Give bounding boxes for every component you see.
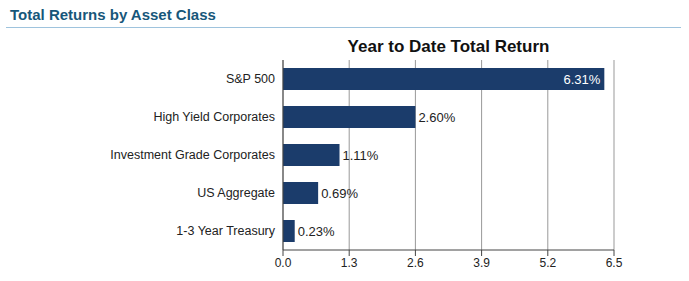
svg-text:High Yield Corporates: High Yield Corporates — [153, 110, 275, 124]
svg-text:2.6: 2.6 — [407, 256, 424, 270]
html-text:Year to Date Total Return: Year to Date Total Return — [347, 37, 550, 56]
svg-text:US Aggregate: US Aggregate — [197, 186, 275, 200]
svg-text:Investment Grade Corporates: Investment Grade Corporates — [110, 148, 275, 162]
svg-text:5.2: 5.2 — [539, 256, 556, 270]
svg-text:0.0: 0.0 — [275, 256, 292, 270]
svg-text:6.5: 6.5 — [606, 256, 623, 270]
svg-text:6.31%: 6.31% — [563, 72, 600, 87]
svg-text:S&P 500: S&P 500 — [226, 72, 275, 86]
svg-text:1.3: 1.3 — [341, 256, 358, 270]
svg-text:0.69%: 0.69% — [321, 186, 358, 201]
svg-text:1-3 Year Treasury: 1-3 Year Treasury — [176, 224, 275, 238]
svg-text:0.23%: 0.23% — [298, 224, 335, 239]
svg-text:1.11%: 1.11% — [343, 148, 379, 163]
svg-text:2.60%: 2.60% — [418, 110, 455, 125]
html-text:Total Returns by Asset Class: Total Returns by Asset Class — [10, 6, 216, 23]
svg-text:3.9: 3.9 — [473, 256, 490, 270]
